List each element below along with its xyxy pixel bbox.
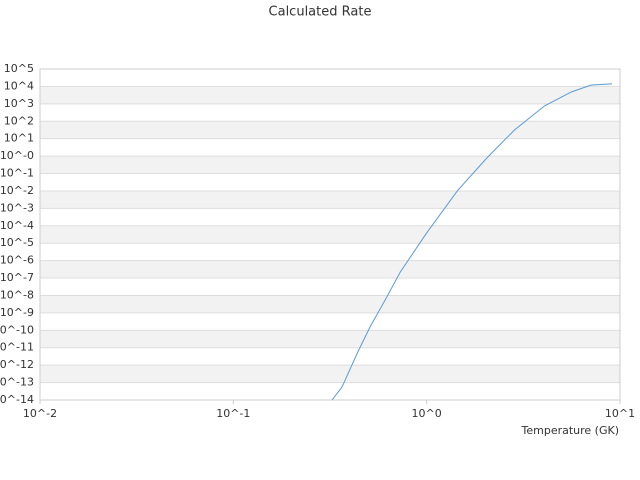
plot-border bbox=[39, 68, 621, 401]
x-tick-label: 10^-2 bbox=[23, 407, 57, 420]
y-tick-label: 10^-10 bbox=[0, 323, 34, 336]
y-tick-label: 10^-13 bbox=[0, 376, 34, 389]
y-tick-label: 10^-4 bbox=[0, 219, 34, 232]
grid-band bbox=[40, 365, 620, 383]
y-tick-label: 10^-5 bbox=[0, 236, 34, 249]
grid-band bbox=[40, 190, 620, 209]
series-line bbox=[331, 83, 613, 401]
y-tick-label: 10^-9 bbox=[0, 306, 34, 319]
y-tick-label: 10^-12 bbox=[0, 358, 34, 371]
chart-title: Calculated Rate bbox=[269, 5, 372, 20]
y-tick-label: 10^-0 bbox=[0, 149, 34, 162]
y-tick-label: 10^3 bbox=[4, 97, 34, 110]
y-tick-label: 10^-6 bbox=[0, 254, 34, 267]
y-tick-label: 10^-7 bbox=[0, 271, 34, 284]
grid-band bbox=[40, 330, 620, 348]
y-tick-label: 10^-11 bbox=[0, 341, 34, 354]
y-tick-label: 10^-14 bbox=[0, 393, 34, 406]
y-tick-label: 10^1 bbox=[4, 132, 34, 145]
grid-band bbox=[40, 121, 620, 139]
y-tick-label: 10^4 bbox=[4, 79, 34, 92]
grid-band bbox=[40, 260, 620, 279]
x-tick-label: 10^1 bbox=[605, 407, 635, 420]
y-tick-label: 10^5 bbox=[4, 62, 34, 75]
grid-band bbox=[40, 156, 620, 174]
grid-band bbox=[40, 86, 620, 104]
grid-band bbox=[40, 225, 620, 244]
y-tick-label: 10^-1 bbox=[0, 167, 34, 180]
x-tick-label: 10^0 bbox=[412, 407, 442, 420]
y-tick-label: 10^2 bbox=[4, 114, 34, 127]
y-tick-label: 10^-8 bbox=[0, 288, 34, 301]
grid-band bbox=[40, 295, 620, 313]
x-tick-label: 10^-1 bbox=[216, 407, 250, 420]
y-tick-label: 10^-2 bbox=[0, 184, 34, 197]
y-tick-label: 10^-3 bbox=[0, 201, 34, 214]
x-axis-title: Temperature (GK) bbox=[521, 424, 620, 437]
